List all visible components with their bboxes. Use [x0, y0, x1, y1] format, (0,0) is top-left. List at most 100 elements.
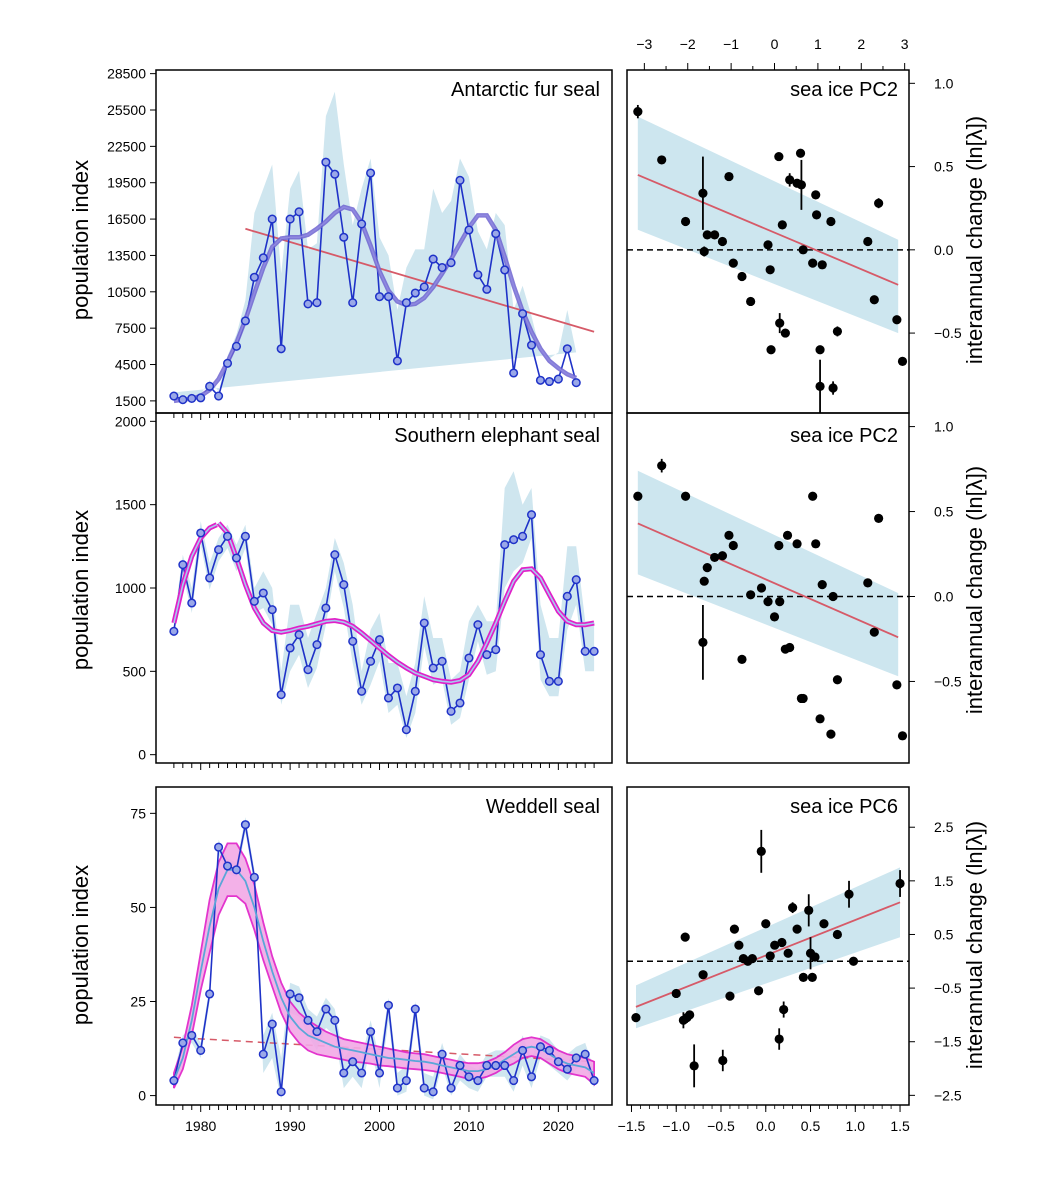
y-tick-label: 7500: [115, 320, 146, 336]
smooth-curve-core: [173, 206, 577, 402]
scatter-point: [746, 590, 756, 600]
scatter-point: [897, 731, 908, 741]
scatter-point: [657, 461, 667, 471]
scatter-point: [777, 937, 787, 948]
data-point: [491, 229, 501, 239]
data-point: [348, 1057, 358, 1067]
scatter-point: [770, 940, 780, 950]
ylabel-weddell-seal: population index: [68, 865, 93, 1025]
data-point: [339, 1068, 349, 1078]
y-tick-label: 50: [130, 899, 146, 915]
scatter-point: [819, 919, 829, 929]
data-point: [482, 650, 492, 660]
y-tick-label: 0.5: [934, 159, 954, 175]
data-point: [285, 214, 295, 224]
scatter-point: [728, 540, 738, 551]
x-tick-label-top: −1: [723, 36, 739, 52]
data-point: [428, 254, 438, 264]
y-tick-label: −1.5: [934, 1034, 962, 1050]
scatter-point: [717, 236, 728, 247]
confidence-band: [637, 470, 899, 677]
scatter-point: [826, 729, 836, 739]
data-point: [374, 292, 385, 302]
x-tick-label: −1.5: [618, 1118, 646, 1134]
data-point: [240, 316, 250, 326]
scatter-point: [828, 383, 838, 393]
data-point: [294, 993, 304, 1003]
scatter-point: [747, 954, 757, 964]
scatter-point: [811, 190, 821, 200]
ylabel-scatter-b: interannual change (ln[λ]): [962, 466, 987, 714]
y-tick-label: 0.5: [934, 926, 954, 942]
scatter-point: [892, 315, 902, 325]
confidence-band: [636, 867, 900, 1029]
panel-weddell-seal-scatter: −2.5 −1.5 −0.5 0.5 1.5 2.5 −1.5 −1.0 −0.5 0.0 0.5 1…: [618, 786, 962, 1134]
scatter-point: [746, 296, 756, 307]
data-point: [428, 1087, 438, 1097]
plot-area: [169, 817, 599, 1100]
title-weddell-seal: Weddell seal: [486, 796, 600, 818]
data-point: [222, 861, 233, 871]
data-point: [348, 298, 358, 308]
data-point: [249, 872, 259, 882]
data-point: [267, 214, 277, 224]
data-point: [383, 292, 394, 302]
data-point: [303, 1015, 313, 1025]
scatter-point: [796, 180, 807, 190]
data-point: [401, 725, 411, 735]
scatter-point: [734, 940, 744, 950]
x-tick-label-top: 2: [857, 36, 865, 52]
scatter-point: [792, 539, 802, 549]
scatter-point: [874, 513, 884, 523]
y-tick-label: 75: [130, 805, 146, 821]
data-point: [187, 598, 197, 608]
scatter-point: [808, 258, 818, 268]
data-point: [562, 591, 572, 601]
scatter-point: [633, 107, 643, 117]
ylabel-scatter-c: interannual change (ln[λ]): [962, 821, 987, 1069]
data-point: [258, 253, 268, 263]
data-point: [249, 596, 259, 606]
data-point: [196, 528, 206, 538]
data-point: [500, 1060, 510, 1071]
data-point: [491, 645, 501, 655]
data-point: [383, 1000, 394, 1010]
data-point: [437, 656, 447, 666]
scatter-point: [702, 563, 712, 573]
ylabel-fur-seal: population index: [68, 160, 93, 320]
scatter-point: [633, 491, 643, 501]
panel-elephant-seal-timeseries: 0 500 1000 1500 2000: [115, 412, 613, 770]
scatter-point: [763, 240, 773, 250]
data-point: [518, 309, 528, 319]
data-point: [544, 376, 554, 387]
data-point: [312, 298, 322, 308]
data-point: [178, 560, 188, 570]
title-scatter-pc2-a: sea ice PC2: [790, 79, 898, 101]
data-point: [455, 698, 465, 708]
data-point: [276, 690, 286, 700]
y-tick-label: −2.5: [934, 1087, 962, 1103]
scatter-point: [680, 491, 691, 501]
data-point: [357, 219, 367, 229]
smooth-ci-band: [173, 842, 595, 1089]
x-tick-label-top: 0: [771, 36, 779, 52]
scatter-point: [699, 576, 709, 586]
y-tick-label: 25500: [107, 102, 146, 118]
data-point: [509, 535, 519, 545]
scatter-point: [783, 948, 793, 958]
data-point: [473, 620, 483, 630]
plot-area: [169, 91, 595, 405]
data-point: [231, 553, 242, 563]
x-tick-label: 1980: [185, 1118, 216, 1134]
panel-elephant-seal-scatter: −0.5 0.0 0.5 1.0: [626, 412, 962, 764]
scatter-point: [874, 198, 884, 208]
scatter-point: [811, 539, 821, 549]
data-point: [249, 272, 259, 282]
data-point: [330, 169, 340, 179]
y-tick-label: 2.5: [934, 819, 954, 835]
scatter-point: [680, 932, 690, 942]
scatter-point: [737, 271, 747, 282]
scatter-point: [785, 175, 795, 185]
data-point: [258, 1049, 268, 1059]
data-point: [276, 344, 286, 354]
